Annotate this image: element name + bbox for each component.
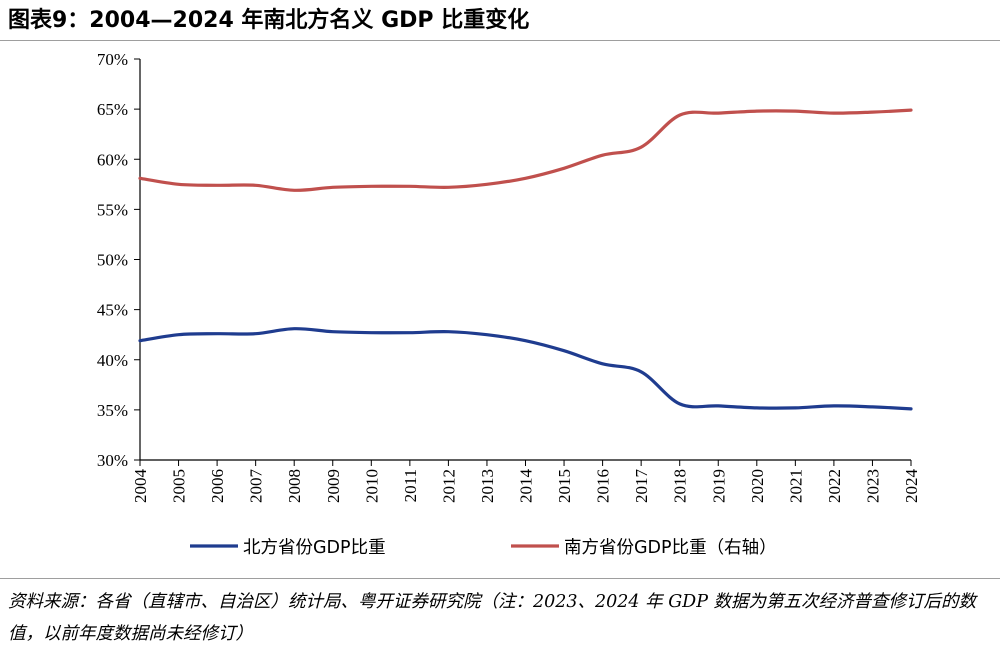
x-tick-label: 2019 (709, 469, 728, 503)
x-tick-label: 2024 (902, 469, 921, 504)
x-tick-label: 2023 (863, 469, 882, 503)
source-divider (0, 578, 1000, 579)
x-tick-label: 2006 (208, 469, 227, 503)
x-tick-label: 2012 (439, 469, 458, 503)
x-tick-label: 2018 (671, 469, 690, 503)
y-tick-label: 70% (97, 50, 128, 69)
x-tick-label: 2021 (786, 469, 805, 503)
x-tick-label: 2017 (632, 469, 651, 504)
x-tick-label: 2004 (131, 469, 150, 504)
chart-series (138, 108, 913, 411)
y-tick-label: 50% (97, 251, 128, 270)
x-tick-label: 2014 (517, 469, 536, 504)
x-tick-label: 2007 (247, 469, 266, 504)
x-tick-label: 2009 (324, 469, 343, 503)
x-tick-label: 2013 (478, 469, 497, 503)
series-line-south (138, 108, 913, 192)
x-tick-label: 2015 (555, 469, 574, 503)
x-tick-label: 2008 (285, 469, 304, 503)
x-tick-label: 2010 (362, 469, 381, 503)
chart-title: 图表9：2004—2024 年南北方名义 GDP 比重变化 (8, 8, 530, 33)
y-tick-label: 30% (97, 451, 128, 470)
x-tick-label: 2016 (594, 469, 613, 503)
line-chart: 30% 35% 40% 45% 50% 55% 60% 65% 70% 2004 2005 2006 2… (97, 50, 921, 558)
legend-label-south: 南方省份GDP比重（右轴） (564, 538, 777, 558)
legend-label-north: 北方省份GDP比重 (243, 538, 386, 558)
y-tick-label: 60% (97, 150, 128, 169)
x-tick-label: 2011 (401, 469, 420, 502)
x-tick-label: 2020 (748, 469, 767, 503)
x-tick-label: 2022 (825, 469, 844, 503)
y-tick-label: 40% (97, 351, 128, 370)
source-note: 资料来源：各省（直辖市、自治区）统计局、粤开证券研究院（注：2023、2024 … (8, 592, 977, 644)
x-tick-label: 2005 (170, 469, 189, 503)
y-tick-label: 65% (97, 100, 128, 119)
chart-axes: 30% 35% 40% 45% 50% 55% 60% 65% 70% 2004 2005 2006 2… (97, 50, 921, 503)
y-tick-label: 35% (97, 401, 128, 420)
y-tick-label: 45% (97, 301, 128, 320)
y-tick-label: 55% (97, 200, 128, 219)
chart-legend: 北方省份GDP比重 南方省份GDP比重（右轴） (190, 538, 777, 558)
series-line-north (138, 327, 913, 411)
title-divider (0, 40, 1000, 41)
